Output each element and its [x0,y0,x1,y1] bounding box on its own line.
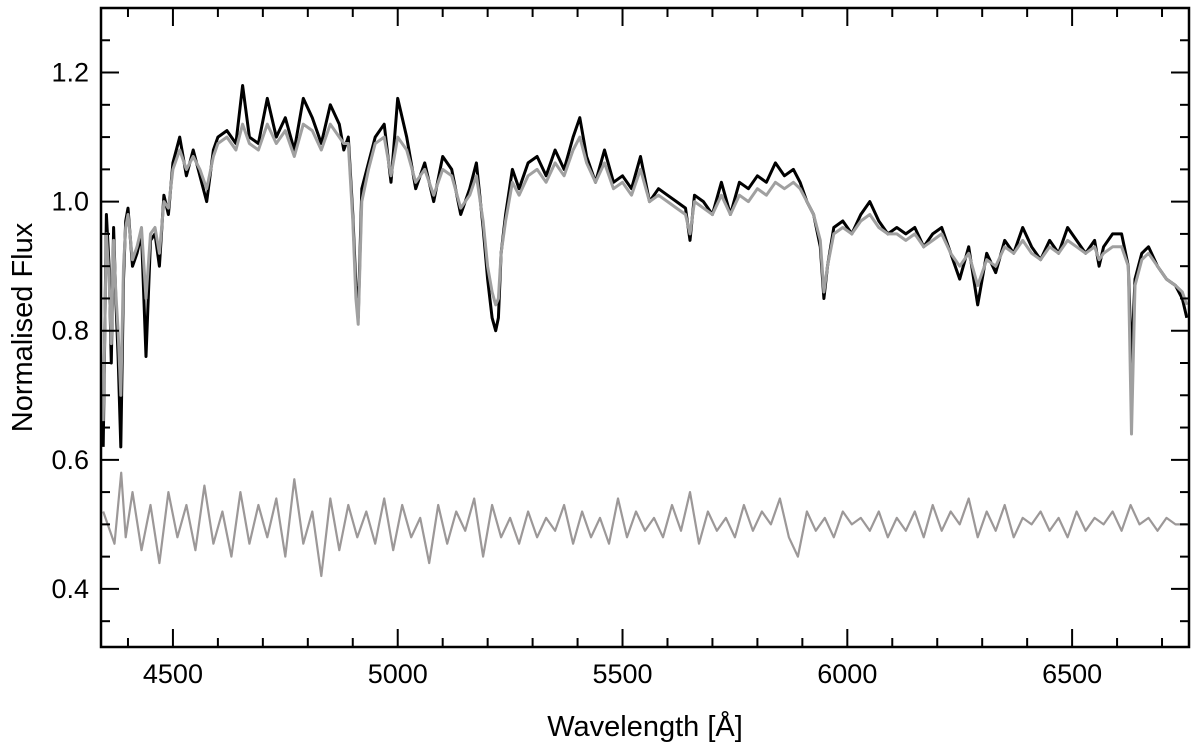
y-tick-label: 0.4 [51,574,89,604]
x-tick-label: 6000 [817,659,877,689]
series-layer [101,84,1189,578]
tick-labels-layer: 4500 5000 5500 6000 6500 0.4 0.6 0.8 1.0 1.2 [51,58,1102,689]
plot-frame [99,6,1191,649]
series-line-model [101,122,1189,436]
ticks-layer [101,7,1189,647]
x-tick-label: 5000 [368,659,428,689]
y-tick-label: 0.6 [51,445,89,475]
series-line-observed [101,84,1189,449]
y-tick-label: 0.8 [51,316,89,346]
y-tick-label: 1.2 [51,58,89,88]
x-tick-label: 5500 [592,659,652,689]
x-tick-label: 4500 [143,659,203,689]
series-line-residual [102,471,1187,578]
x-tick-label: 6500 [1042,659,1102,689]
y-tick-label: 1.0 [51,187,89,217]
y-axis-title: Normalised Flux [7,222,39,432]
x-axis-title: Wavelength [Å] [547,710,743,743]
